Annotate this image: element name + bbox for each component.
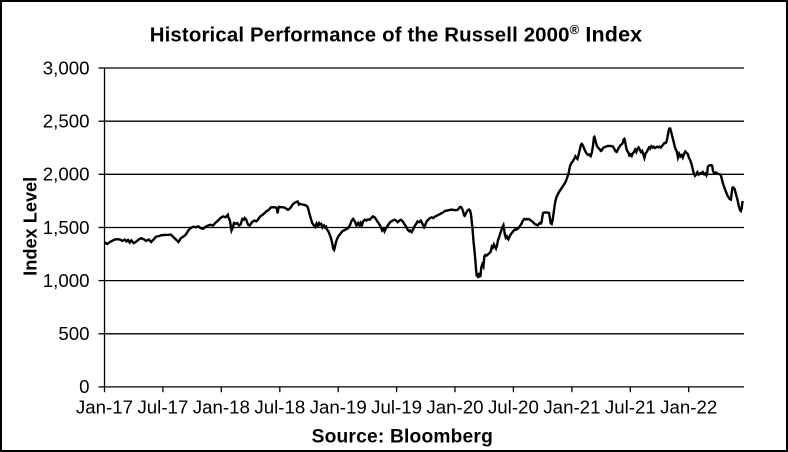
svg-text:Index Level: Index Level xyxy=(20,177,40,276)
svg-text:Jul-21: Jul-21 xyxy=(605,396,656,417)
svg-text:2,000: 2,000 xyxy=(43,164,90,185)
svg-text:Jan-21: Jan-21 xyxy=(543,396,600,417)
svg-text:Jan-20: Jan-20 xyxy=(426,396,483,417)
svg-text:Source: Bloomberg: Source: Bloomberg xyxy=(312,426,493,447)
svg-text:Jul-19: Jul-19 xyxy=(371,396,422,417)
svg-text:Jan-17: Jan-17 xyxy=(76,396,133,417)
svg-text:Historical Performance of the: Historical Performance of the Russell 20… xyxy=(150,22,643,47)
svg-text:Jul-20: Jul-20 xyxy=(488,396,539,417)
svg-text:Jul-18: Jul-18 xyxy=(254,396,305,417)
svg-text:1,500: 1,500 xyxy=(43,217,90,238)
svg-text:Jul-17: Jul-17 xyxy=(137,396,188,417)
svg-text:500: 500 xyxy=(58,323,89,344)
svg-text:2,500: 2,500 xyxy=(43,111,90,132)
svg-text:0: 0 xyxy=(79,376,89,397)
svg-text:3,000: 3,000 xyxy=(43,57,90,78)
svg-text:1,000: 1,000 xyxy=(43,270,90,291)
svg-text:Jan-22: Jan-22 xyxy=(660,396,717,417)
svg-text:Jan-19: Jan-19 xyxy=(310,396,367,417)
svg-text:Jan-18: Jan-18 xyxy=(193,396,250,417)
